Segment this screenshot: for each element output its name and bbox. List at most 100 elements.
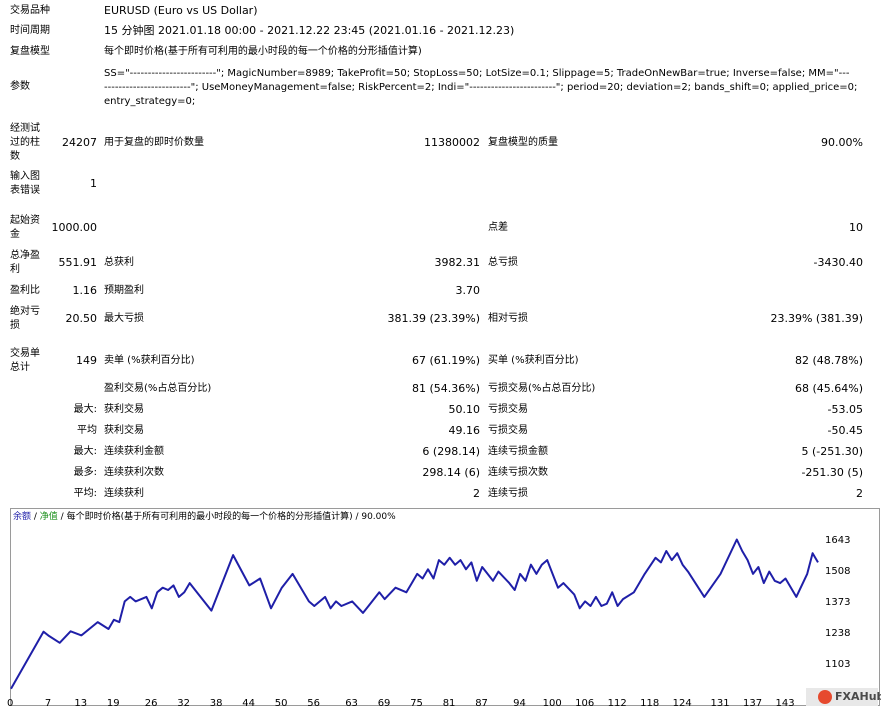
watermark-text: FXAHub (835, 690, 881, 703)
x-tick-label: 81 (442, 698, 456, 709)
average-prefix: 平均 (77, 425, 97, 436)
symbol-label: 交易品种 (10, 5, 50, 16)
bars-tested-label-2: 过的柱 (10, 137, 40, 148)
avg-consec-prefix: 平均: (73, 488, 97, 499)
short-positions-label: 卖单 (%获利百分比) (104, 355, 195, 366)
symbol-value: EURUSD (Euro vs US Dollar) (104, 4, 258, 17)
x-tick-label: 75 (410, 698, 423, 709)
expected-payoff-label: 预期盈利 (104, 285, 144, 296)
largest-profit-value: 50.10 (448, 403, 481, 416)
chart-model-quality: / 90.00% (352, 512, 396, 522)
gross-profit-label: 总获利 (104, 257, 134, 268)
x-tick-label: 87 (475, 698, 488, 709)
ticks-modelled-label: 用于复盘的即时价数量 (104, 137, 204, 148)
max-consec-loss-count-label: 连续亏损次数 (488, 467, 548, 478)
net-profit-label-2: 利 (10, 264, 20, 275)
abs-drawdown-label-2: 损 (10, 320, 20, 331)
rel-drawdown-value: 23.39% (381.39) (770, 312, 863, 325)
max-consec-loss-amount-label: 连续亏损金额 (488, 446, 548, 457)
params-line2: ------------------------"; UseMoneyManag… (104, 82, 858, 93)
mismatch-label-2: 表错误 (10, 185, 40, 196)
spread-value: 10 (849, 221, 863, 234)
max-consec-win-amount-label: 连续获利金额 (104, 446, 164, 457)
net-profit-label-1: 总净盈 (10, 250, 40, 261)
spread-label: 点差 (488, 222, 508, 233)
x-tick-label: 137 (743, 698, 763, 709)
x-tick-label: 7 (44, 698, 52, 709)
max-consec-win-count-value: 298.14 (6) (422, 466, 480, 479)
profit-factor-value: 1.16 (72, 284, 98, 297)
largest-loss-label: 亏损交易 (488, 404, 528, 415)
profit-trades-value: 81 (54.36%) (411, 382, 480, 395)
rel-drawdown-label: 相对亏损 (488, 313, 528, 324)
loss-trades-value: 68 (45.64%) (794, 382, 863, 395)
abs-drawdown-value: 20.50 (65, 312, 98, 325)
model-quality-label: 复盘模型的质量 (488, 137, 558, 148)
max-drawdown-label: 最大亏损 (104, 313, 144, 324)
x-tick-label: 118 (640, 698, 660, 709)
y-tick-label: 1103 (825, 659, 851, 670)
params-label: 参数 (10, 81, 30, 92)
short-positions-value: 67 (61.19%) (411, 354, 480, 367)
x-tick-label: 19 (106, 698, 120, 709)
long-positions-label: 买单 (%获利百分比) (488, 355, 579, 366)
balance-legend: 余额 (13, 512, 32, 522)
period-value: 15 分钟图 2021.01.18 00:00 - 2021.12.22 23:… (104, 24, 515, 37)
total-trades-label-2: 总计 (10, 362, 30, 373)
max-consec-loss-amount-value: 5 (-251.30) (801, 445, 863, 458)
avg-consec-loss-label: 连续亏损 (488, 488, 528, 499)
model-value: 每个即时价格(基于所有可利用的最小时段的每一个价格的分形插值计算) (104, 46, 422, 57)
x-tick-label: 26 (144, 698, 158, 709)
x-tick-label: 56 (307, 698, 321, 709)
initial-deposit-label-1: 起始资 (10, 215, 40, 226)
x-tick-label: 50 (274, 698, 288, 709)
max-consec-loss-count-value: -251.30 (5) (801, 466, 863, 479)
largest-loss-value: -53.05 (827, 403, 863, 416)
x-tick-label: 100 (542, 698, 562, 709)
x-tick-label: 69 (377, 698, 391, 709)
x-tick-label: 32 (177, 698, 191, 709)
x-tick-label: 112 (607, 698, 627, 709)
params-line3: entry_strategy=0; (104, 96, 196, 107)
y-tick-label: 1508 (825, 566, 851, 578)
largest-prefix: 最大: (73, 404, 97, 415)
gross-loss-value: -3430.40 (813, 256, 863, 269)
average-profit-value: 49.16 (448, 424, 481, 437)
y-tick-label: 1238 (825, 628, 851, 639)
x-tick-label: 106 (575, 698, 595, 709)
x-tick-label: 13 (74, 698, 88, 709)
mismatch-label-1: 输入图 (10, 171, 40, 182)
bars-tested-label-1: 经测试 (10, 123, 40, 134)
x-tick-label: 131 (710, 698, 730, 709)
avg-consec-win-label: 连续获利 (104, 488, 144, 499)
equity-legend: 净值 (39, 512, 58, 522)
legend-separator-2: / (57, 512, 67, 522)
model-quality-value: 90.00% (821, 136, 863, 149)
max-consec-win-count-label: 连续获利次数 (104, 467, 164, 478)
max-consec-amount-prefix: 最大: (73, 446, 97, 457)
max-consec-win-amount-value: 6 (298.14) (422, 445, 480, 458)
loss-trades-label: 亏损交易(%占总百分比) (488, 383, 596, 394)
max-drawdown-value: 381.39 (23.39%) (387, 312, 480, 325)
chart-model-description: 每个即时价格(基于所有可利用的最小时段的每一个价格的分形插值计算) (66, 512, 353, 522)
expected-payoff-value: 3.70 (455, 284, 481, 297)
abs-drawdown-label-1: 绝对亏 (10, 306, 40, 317)
legend-separator-1: / (31, 512, 40, 522)
net-profit-value: 551.91 (58, 256, 98, 269)
period-label: 时间周期 (10, 25, 50, 36)
model-label: 复盘模型 (10, 46, 50, 57)
mismatch-value: 1 (90, 177, 97, 190)
x-tick-label: 38 (209, 698, 223, 709)
long-positions-value: 82 (48.78%) (794, 354, 863, 367)
chart-header: 余额 / 净值 / 每个即时价格(基于所有可利用的最小时段的每一个价格的分形插值… (13, 511, 396, 523)
balance-series-line (10, 538, 819, 690)
bars-tested-value: 24207 (62, 136, 97, 149)
x-tick-label: 0 (7, 698, 14, 709)
profit-trades-label: 盈利交易(%占总百分比) (104, 383, 212, 394)
total-trades-value: 149 (76, 354, 97, 367)
gross-loss-label: 总亏损 (488, 257, 518, 268)
average-profit-label: 获利交易 (104, 425, 144, 436)
fxahub-logo-icon (818, 690, 832, 704)
x-tick-label: 143 (775, 698, 795, 709)
